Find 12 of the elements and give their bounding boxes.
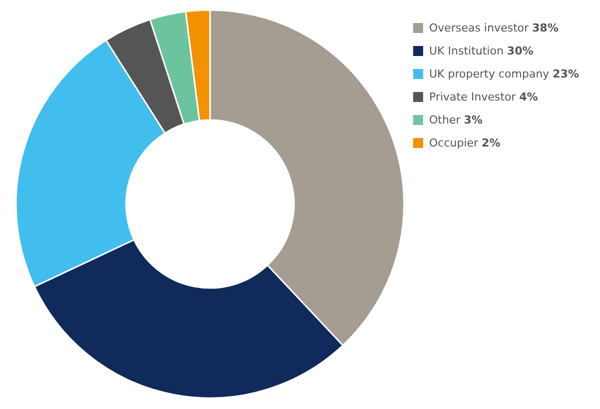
data-label: 23% xyxy=(552,68,580,80)
data-label: 2% xyxy=(482,136,500,150)
data-label: 30% xyxy=(507,44,534,58)
data-label: 4% xyxy=(519,90,538,104)
data-label: 38% xyxy=(532,22,558,34)
legend-label: Private Investor xyxy=(429,90,520,104)
legend-label: Overseas investor xyxy=(429,22,532,34)
legend-label: UK property company xyxy=(429,68,553,80)
legend-label: Occupier xyxy=(429,136,482,150)
legend-label: UK Institution xyxy=(429,44,508,58)
data-label: 3% xyxy=(464,114,483,126)
legend-label: Other xyxy=(429,114,464,126)
